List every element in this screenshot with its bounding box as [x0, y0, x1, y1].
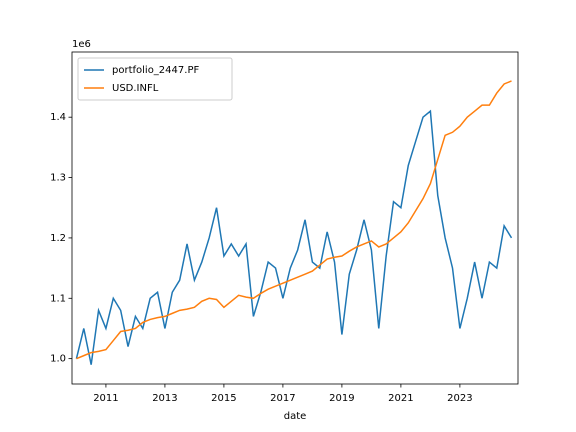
- y-tick-label: 1.4: [50, 112, 66, 123]
- series-line: [75, 109, 513, 365]
- x-tick-label: 2015: [211, 393, 236, 404]
- y-tick-label: 1.3: [50, 173, 66, 184]
- x-tick-label: 2017: [270, 393, 295, 404]
- x-tick-label: 2023: [447, 393, 472, 404]
- x-tick-label: 2021: [388, 393, 413, 404]
- legend-label: portfolio_2447.PF: [112, 65, 199, 76]
- legend-label: USD.INFL: [112, 83, 159, 94]
- x-tick-label: 2011: [93, 393, 118, 404]
- y-tick-label: 1.0: [50, 354, 66, 365]
- x-axis-label: date: [284, 411, 307, 422]
- y-tick-label: 1.1: [50, 293, 66, 304]
- series-line: [76, 80, 512, 360]
- legend: portfolio_2447.PF USD.INFL: [77, 57, 233, 101]
- x-tick-label: 2013: [152, 393, 177, 404]
- axes-frame: [71, 51, 519, 385]
- legend-box: [77, 57, 233, 101]
- x-tick-label: 2019: [329, 393, 354, 404]
- offset-label: 1e6: [72, 39, 91, 50]
- y-tick-label: 1.2: [50, 233, 66, 244]
